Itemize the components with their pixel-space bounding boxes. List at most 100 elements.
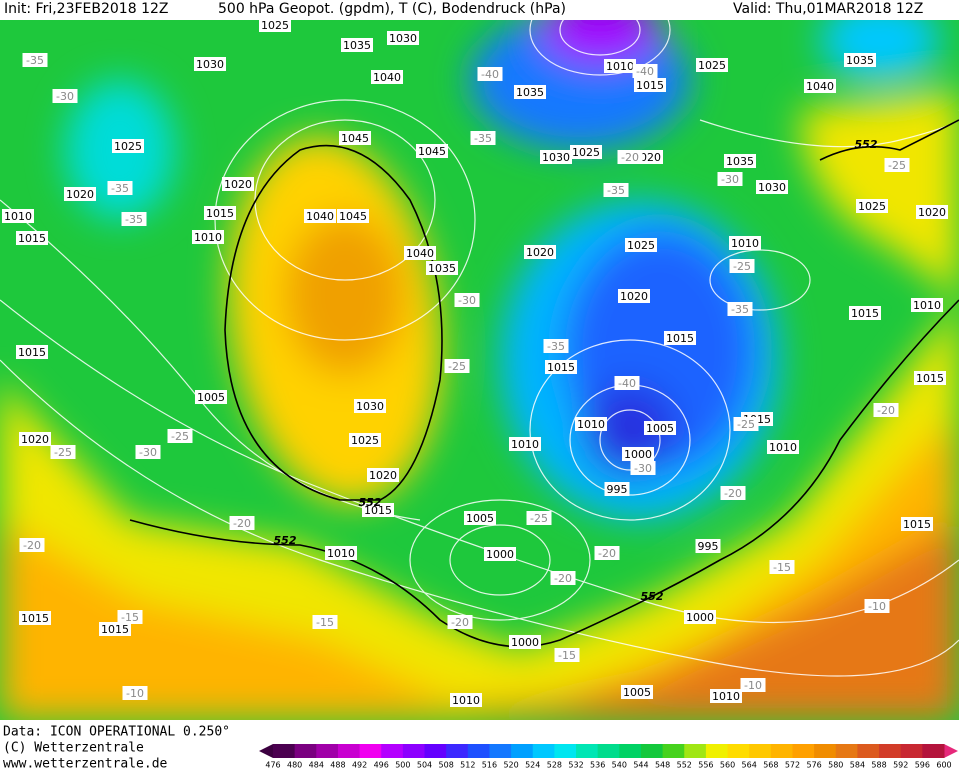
pressure-label: 1015 — [916, 372, 944, 385]
pressure-label-box — [484, 547, 516, 561]
scale-label: 564 — [742, 761, 757, 770]
isobar — [0, 359, 959, 677]
temperature-label-box — [444, 359, 470, 373]
pressure-label: 1030 — [758, 181, 786, 194]
pressure-label-box — [339, 131, 371, 145]
temperature-label-box — [740, 678, 766, 692]
pressure-label: 1040 — [806, 80, 834, 93]
pressure-label-box — [509, 437, 541, 451]
map-title: 500 hPa Geopot. (gpdm), T (C), Bodendruc… — [218, 1, 566, 17]
pressure-label-box — [545, 360, 577, 374]
pressure-label: 1005 — [197, 391, 225, 404]
scale-bin — [749, 744, 772, 758]
pressure-label-box — [16, 345, 48, 359]
pressure-label: 1030 — [542, 151, 570, 164]
pressure-label: 1020 — [369, 469, 397, 482]
temperature-label: -30 — [634, 462, 652, 475]
scale-bin — [814, 744, 837, 758]
scale-bin — [576, 744, 599, 758]
pressure-label: 1015 — [851, 307, 879, 320]
isobar — [0, 299, 959, 624]
scale-bin — [511, 744, 534, 758]
pressure-label: 1045 — [339, 210, 367, 223]
scale-label: 512 — [460, 761, 475, 770]
scale-over — [944, 744, 958, 758]
scale-label: 588 — [871, 761, 886, 770]
isobar — [409, 499, 591, 621]
isobar — [449, 524, 551, 596]
isobar — [599, 409, 661, 471]
pressure-label-box — [354, 399, 386, 413]
pressure-label-box — [259, 20, 291, 32]
contour-552 — [129, 299, 959, 648]
pressure-label-box — [911, 298, 943, 312]
temperature-label: -35 — [731, 303, 749, 316]
temperature-label: -30 — [139, 446, 157, 459]
temperature-label-box — [873, 403, 899, 417]
pressure-label-box — [625, 238, 657, 252]
temperature-label-box — [733, 417, 759, 431]
temperature-label: -15 — [316, 616, 334, 629]
temperature-label: -35 — [26, 54, 44, 67]
pressure-label-box — [849, 306, 881, 320]
pressure-label: 1025 — [114, 140, 142, 153]
pressure-label: 1025 — [572, 146, 600, 159]
scale-bin — [446, 744, 469, 758]
temperature-label: -15 — [121, 611, 139, 624]
scale-bin — [922, 744, 945, 758]
website: www.wetterzentrale.de — [3, 757, 168, 771]
pressure-label: 1020 — [918, 206, 946, 219]
pressure-label: 1020 — [620, 290, 648, 303]
pressure-label: 1015 — [903, 518, 931, 531]
temperature-label-box — [526, 511, 552, 525]
temperature-label: -20 — [877, 404, 895, 417]
pressure-label-box — [901, 517, 933, 531]
pressure-label: 1045 — [341, 132, 369, 145]
temperature-label: -10 — [868, 600, 886, 613]
scale-label: 548 — [655, 761, 670, 770]
scale-bin — [337, 744, 361, 758]
scale-bin — [835, 744, 858, 758]
scale-bin — [792, 744, 815, 758]
pressure-label-box — [696, 58, 728, 72]
pressure-label-box — [16, 231, 48, 245]
temperature-label-box — [19, 538, 45, 552]
pressure-label-box — [618, 289, 650, 303]
temperature-label: -20 — [598, 547, 616, 560]
contour-label: 552 — [359, 496, 382, 509]
ridge-core — [285, 215, 405, 375]
data-source: Data: ICON OPERATIONAL 0.250° — [3, 725, 230, 740]
scale-label: 508 — [439, 761, 454, 770]
pressure-label: 1025 — [858, 200, 886, 213]
pressure-label: 1035 — [846, 54, 874, 67]
pressure-label-box — [325, 546, 357, 560]
scale-bin — [316, 744, 339, 758]
temperature-label: -20 — [23, 539, 41, 552]
pressure-label: 1010 — [913, 299, 941, 312]
pressure-label-box — [194, 57, 226, 71]
scale-label: 496 — [374, 761, 389, 770]
scale-label: 532 — [568, 761, 583, 770]
temperature-label: -15 — [558, 649, 576, 662]
scale-label: 524 — [525, 761, 540, 770]
temperature-label-box — [121, 212, 147, 226]
scale-label: 520 — [503, 761, 518, 770]
scale-label: 592 — [893, 761, 908, 770]
pressure-label: 1015 — [636, 79, 664, 92]
scale-bin — [900, 744, 923, 758]
temperature-label-box — [454, 293, 480, 307]
pressure-label: 1015 — [101, 623, 129, 636]
scale-label: 552 — [677, 761, 692, 770]
pressure-label: 1035 — [516, 86, 544, 99]
scale-label: 580 — [828, 761, 843, 770]
pressure-label-box — [19, 432, 51, 446]
temperature-label: -20 — [724, 487, 742, 500]
pressure-label-box — [514, 85, 546, 99]
temperature-label-box — [312, 615, 338, 629]
scale-bin — [684, 744, 707, 758]
pressure-label: 1020 — [21, 433, 49, 446]
scale-label: 560 — [720, 761, 735, 770]
temperature-label-box — [477, 67, 503, 81]
